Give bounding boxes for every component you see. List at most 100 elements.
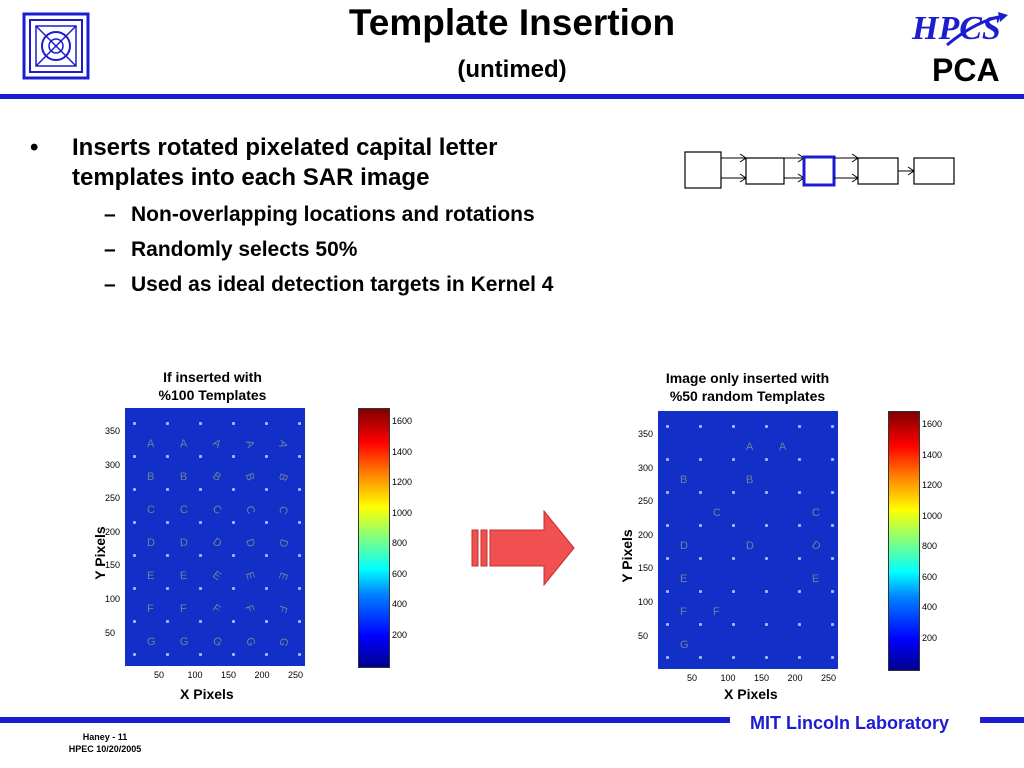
plot-point <box>798 656 801 659</box>
plot-point <box>298 554 301 557</box>
plot-point <box>666 491 669 494</box>
template-letter: A <box>147 438 155 450</box>
plot-point <box>199 620 202 623</box>
colorbar-tick-label: 400 <box>922 602 938 612</box>
plot-point <box>765 491 768 494</box>
footer-author-line: Haney - 11 <box>82 732 128 742</box>
plot-point <box>232 455 235 458</box>
template-letter: A <box>778 440 787 454</box>
plot-point <box>298 521 301 524</box>
plot-point <box>133 620 136 623</box>
colorbar-tick-label: 600 <box>392 568 408 579</box>
plot-point <box>133 587 136 590</box>
right-colorbar <box>888 411 920 671</box>
y-tick-label: 300 <box>105 459 121 470</box>
plot-point <box>699 425 702 428</box>
pipeline-box-1 <box>684 151 722 189</box>
plot-point <box>699 656 702 659</box>
plot-point <box>666 656 669 659</box>
plot-point <box>699 491 702 494</box>
pipeline-box-current <box>802 155 836 187</box>
template-letter: E <box>242 570 257 582</box>
template-letter: E <box>210 568 224 584</box>
bullet-sub-3: Used as ideal detection targets in Kerne… <box>131 273 554 296</box>
template-letter: A <box>210 436 224 452</box>
plot-point <box>699 458 702 461</box>
template-letter: C <box>276 504 290 516</box>
plot-point <box>699 623 702 626</box>
x-tick-label: 50 <box>154 670 165 680</box>
plot-point <box>666 458 669 461</box>
plot-point <box>232 653 235 656</box>
colorbar-tick-label: 200 <box>922 632 938 643</box>
template-letter: E <box>179 569 188 583</box>
template-letter: F <box>275 603 290 615</box>
pipeline-box-4 <box>857 157 899 185</box>
plot-point <box>166 620 169 623</box>
template-letter: D <box>809 538 823 554</box>
x-tick-label: 100 <box>720 673 736 683</box>
template-letter: F <box>242 603 257 615</box>
template-letter: C <box>147 504 155 516</box>
plot-point <box>798 458 801 461</box>
colorbar-tick-label: 1000 <box>922 510 943 521</box>
left-caption-line2: %100 Templates <box>158 387 267 403</box>
dash-icon: – <box>104 238 116 261</box>
y-tick-label: 250 <box>638 496 654 507</box>
right-caption-line2: %50 random Templates <box>669 388 826 404</box>
plot-point <box>232 422 235 425</box>
y-tick-label: 350 <box>105 426 121 436</box>
lab-name: MIT Lincoln Laboratory <box>750 713 950 733</box>
template-letter: A <box>746 441 754 453</box>
colorbar-tick-label: 600 <box>922 571 938 582</box>
plot-point <box>831 656 834 659</box>
colorbar-tick-label: 800 <box>922 541 938 551</box>
plot-point <box>166 521 169 524</box>
plot-point <box>732 491 735 494</box>
plot-point <box>232 521 235 524</box>
template-letter: F <box>179 602 188 616</box>
plot-point <box>666 623 669 626</box>
plot-point <box>732 623 735 626</box>
plot-point <box>166 488 169 491</box>
plot-point <box>732 458 735 461</box>
template-letter: B <box>745 473 754 487</box>
template-letter: F <box>680 606 687 618</box>
plot-point <box>666 524 669 527</box>
template-letter: E <box>811 572 820 586</box>
plot-point <box>831 524 834 527</box>
footer-line-left <box>0 717 730 723</box>
plot-point <box>666 425 669 428</box>
plot-point <box>232 620 235 623</box>
y-tick-label: 100 <box>105 594 121 604</box>
template-letter: G <box>179 635 189 649</box>
hpcs-logo: HPCS PCA <box>912 10 1012 90</box>
right-ylabel: Y Pixels <box>619 529 635 583</box>
pipeline-box-2 <box>745 157 785 185</box>
plot-point <box>765 623 768 626</box>
colorbar-tick-label: 1400 <box>392 446 413 457</box>
template-letter: A <box>179 437 188 451</box>
plot-point <box>798 491 801 494</box>
colorbar-tick-label: 1200 <box>922 480 943 490</box>
bullet-sub-1: Non-overlapping locations and rotations <box>131 203 535 226</box>
plot-point <box>732 524 735 527</box>
plot-point <box>765 557 768 560</box>
right-plot: A A B B C C D D D E E F F G <box>658 411 838 669</box>
plot-point <box>265 587 268 590</box>
colorbar-tick-label: 200 <box>392 629 408 640</box>
pca-logo-text: PCA <box>932 52 1000 88</box>
plot-point <box>133 488 136 491</box>
template-letter: D <box>745 539 755 553</box>
page-title: Template Insertion <box>348 2 676 43</box>
plot-point <box>732 425 735 428</box>
transform-arrow-icon <box>471 509 575 587</box>
plot-point <box>166 653 169 656</box>
colorbar-tick-label: 1600 <box>922 419 943 429</box>
pipeline-arrow-2 <box>784 153 805 183</box>
plot-point <box>666 557 669 560</box>
y-tick-label: 50 <box>638 630 649 641</box>
template-letter: B <box>242 471 257 483</box>
dash-icon: – <box>104 203 116 226</box>
template-letter: D <box>276 537 290 549</box>
